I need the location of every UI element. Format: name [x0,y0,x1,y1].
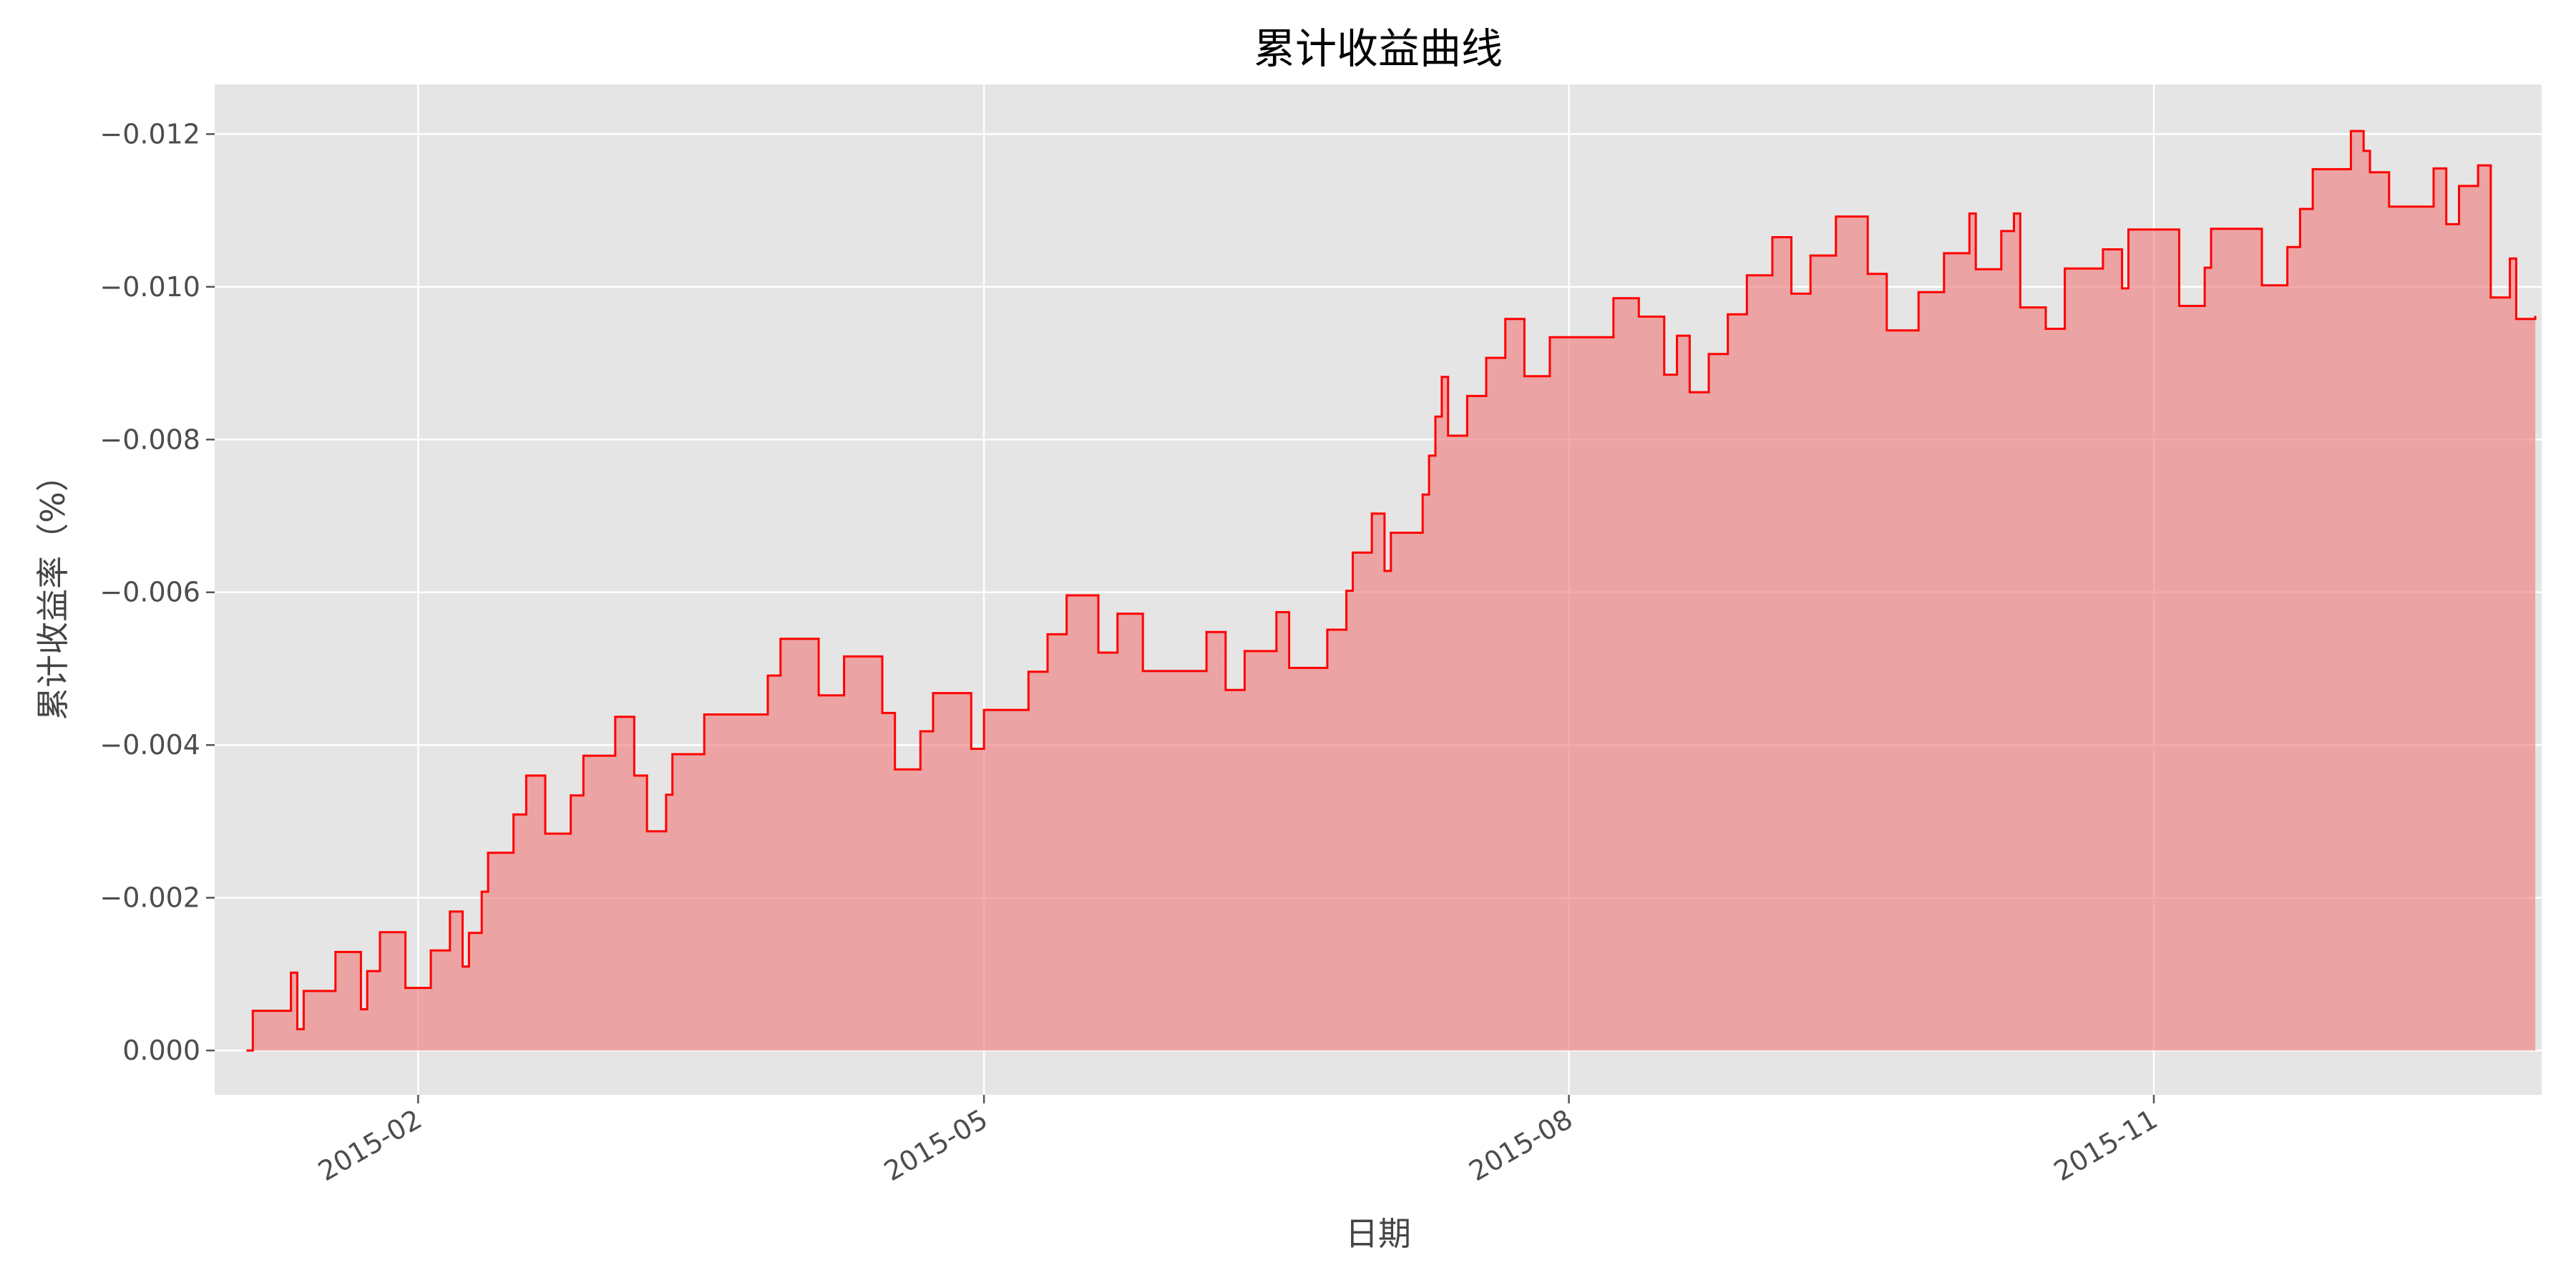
x-tick-label: 2015-11 [2049,1103,2163,1187]
x-tick-label: 2015-05 [879,1103,993,1187]
x-tick-label: 2015-02 [313,1103,427,1187]
y-tick-label: −0.006 [99,577,200,608]
y-tick-label: −0.008 [99,424,200,455]
y-tick-label: −0.002 [99,882,200,914]
y-axis-label: 累计收益率（%） [34,459,72,721]
y-tick-label: −0.010 [99,271,200,303]
cumulative-return-area [246,131,2536,1051]
chart-title: 累计收益曲线 [1254,24,1503,73]
y-tick-label: −0.012 [99,118,200,150]
y-tick-label: −0.004 [99,729,200,761]
x-tick-label: 2015-08 [1464,1103,1579,1187]
x-axis-label: 日期 [1345,1214,1411,1253]
y-tick-label: 0.000 [122,1035,200,1066]
cumulative-return-line [246,130,2537,1052]
series-layer [246,130,2537,1052]
